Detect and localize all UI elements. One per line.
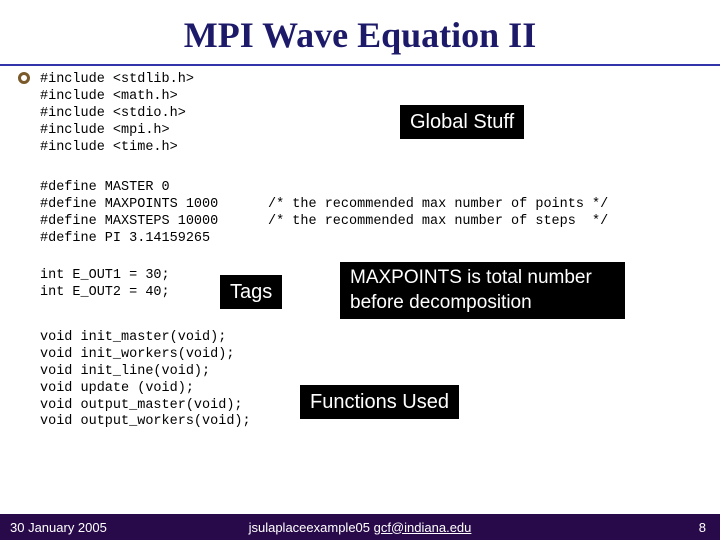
code-defines: #define MASTER 0 #define MAXPOINTS 1000 … bbox=[40, 180, 218, 248]
annotation-global-stuff: Global Stuff bbox=[400, 105, 524, 139]
code-function-prototypes: void init_master(void); void init_worker… bbox=[40, 330, 251, 431]
footer-email-link[interactable]: gcf@indiana.edu bbox=[374, 520, 472, 535]
code-includes: #include <stdlib.h> #include <math.h> #i… bbox=[40, 72, 194, 156]
code-int-tags: int E_OUT1 = 30; int E_OUT2 = 40; bbox=[40, 268, 170, 302]
annotation-functions-used: Functions Used bbox=[300, 385, 459, 419]
slide-title: MPI Wave Equation II bbox=[0, 14, 720, 56]
footer-source: jsulaplaceexample05 gcf@indiana.edu bbox=[0, 520, 720, 535]
footer-page-number: 8 bbox=[699, 520, 706, 535]
title-area: MPI Wave Equation II bbox=[0, 0, 720, 66]
code-defines-comments: /* the recommended max number of points … bbox=[268, 197, 608, 231]
footer-source-prefix: jsulaplaceexample05 bbox=[249, 520, 374, 535]
annotation-maxpoints: MAXPOINTS is total number before decompo… bbox=[340, 262, 625, 319]
bullet-icon bbox=[18, 72, 30, 84]
slide: MPI Wave Equation II #include <stdlib.h>… bbox=[0, 0, 720, 540]
annotation-tags: Tags bbox=[220, 275, 282, 309]
footer-bar: 30 January 2005 jsulaplaceexample05 gcf@… bbox=[0, 514, 720, 540]
